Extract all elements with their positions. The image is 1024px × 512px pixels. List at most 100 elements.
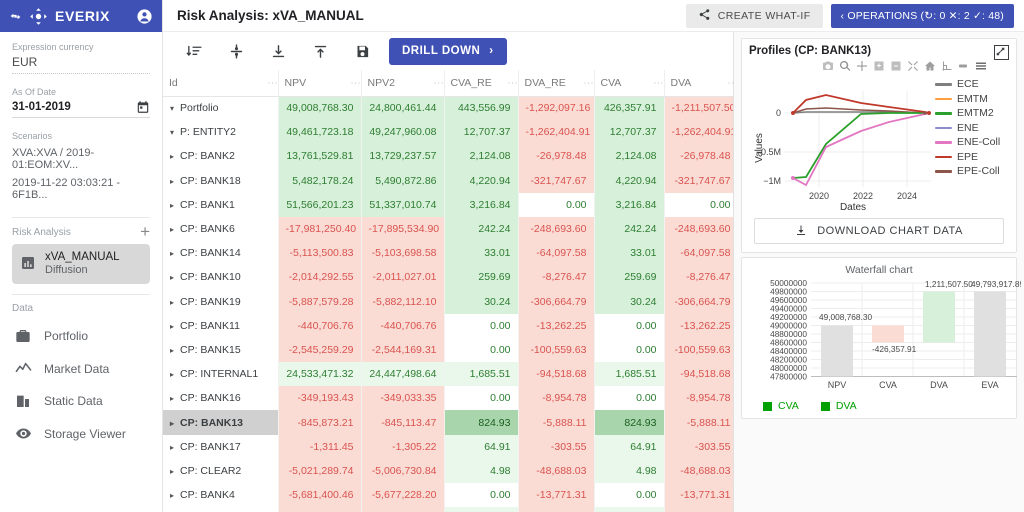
table-cell[interactable]: 49,247,960.08	[361, 120, 445, 145]
table-cell[interactable]: -5,882,112.10	[361, 289, 445, 314]
table-cell[interactable]: 33.01	[594, 241, 665, 266]
column-header-cva_re[interactable]: CVA_RE ⋮	[444, 70, 519, 97]
table-cell[interactable]: 0.00	[444, 386, 519, 411]
table-cell[interactable]: 0.00	[664, 192, 733, 217]
table-cell[interactable]: 49,461,723.18	[278, 120, 362, 145]
caret-right-icon[interactable]: ▸	[170, 370, 175, 380]
row-id-cell[interactable]: ▾ P: ENTITY2	[163, 120, 279, 145]
caret-right-icon[interactable]: ▸	[170, 394, 175, 404]
column-menu-icon[interactable]: ⋮	[266, 77, 278, 88]
table-cell[interactable]: 1,685.51	[444, 362, 519, 387]
caret-right-icon[interactable]: ▸	[170, 249, 175, 259]
table-cell[interactable]: -303.55	[664, 434, 733, 459]
collapse-up-icon[interactable]	[299, 36, 341, 66]
table-cell[interactable]: 430,849.62	[444, 507, 519, 512]
column-header-cva[interactable]: CVA ⋮	[594, 70, 665, 97]
sidebar-item-storage-viewer[interactable]: Storage Viewer	[12, 417, 150, 450]
table-cell[interactable]: -5,103,698.58	[361, 241, 445, 266]
table-cell[interactable]: 33.01	[444, 241, 519, 266]
table-cell[interactable]: 0.00	[518, 192, 595, 217]
table-cell[interactable]: -5,021,289.74	[278, 458, 362, 483]
sidebar-item-market-data[interactable]: Market Data	[12, 352, 150, 385]
table-row[interactable]: ▸ CP: BANK11 -440,706.76 -440,706.76 0.00 -13…	[163, 313, 733, 338]
row-id-cell[interactable]: ▸ CP: BANK4	[163, 483, 279, 508]
caret-down-icon[interactable]: ▾	[170, 128, 175, 138]
table-cell[interactable]: 426,357.91	[594, 96, 665, 121]
caret-right-icon[interactable]: ▸	[170, 225, 175, 235]
table-cell[interactable]: 51,337,010.74	[361, 192, 445, 217]
column-header-dva_re[interactable]: DVA_RE ⋮	[518, 70, 595, 97]
row-id-cell[interactable]: ▸ CP: BANK11	[163, 313, 279, 338]
table-cell[interactable]: -5,677,228.20	[361, 483, 445, 508]
caret-right-icon[interactable]: ▸	[170, 200, 175, 210]
table-cell[interactable]: 12,707.37	[444, 120, 519, 145]
table-cell[interactable]: 13,761,529.81	[278, 144, 362, 169]
table-cell[interactable]: -2,011,027.01	[361, 265, 445, 290]
table-cell[interactable]: -321,747.67	[664, 168, 733, 193]
table-row[interactable]: ▸ CP: BANK4 -5,681,400.46 -5,677,228.20 0.00…	[163, 483, 733, 508]
row-id-cell[interactable]: ▸ CP: INTERNAL1	[163, 362, 279, 387]
expand-icon[interactable]	[994, 45, 1009, 60]
table-cell[interactable]: -845,873.21	[278, 410, 362, 435]
table-cell[interactable]: 0.00	[594, 337, 665, 363]
table-cell[interactable]: -64,097.58	[518, 241, 595, 266]
chart-modebar[interactable]	[749, 57, 1009, 73]
table-cell[interactable]: -2,544,169.31	[361, 337, 445, 363]
table-cell[interactable]: 24,447,498.64	[361, 362, 445, 387]
scenario-line-1[interactable]: XVA:XVA / 2019-01:EOM:XV...	[12, 147, 95, 171]
table-cell[interactable]: -349,193.43	[278, 386, 362, 411]
as-of-date-field[interactable]: As Of Date 31-01-2019	[12, 87, 150, 118]
table-cell[interactable]: 259.69	[444, 265, 519, 290]
caret-right-icon[interactable]: ▸	[170, 491, 175, 501]
table-cell[interactable]: 4.98	[444, 458, 519, 483]
table-cell[interactable]: -303.55	[518, 434, 595, 459]
table-cell[interactable]: -306,664.79	[664, 289, 733, 314]
table-row[interactable]: ▸ CP: BANK1 51,566,201.23 51,337,010.74 3,21…	[163, 192, 733, 217]
table-cell[interactable]: 51,566,201.23	[278, 192, 362, 217]
table-row[interactable]: ▾ Portfolio 49,008,768.30 24,800,461.44 443,…	[163, 96, 733, 121]
table-cell[interactable]: 4,220.94	[444, 168, 519, 193]
table-cell[interactable]: 12,707.37	[594, 120, 665, 145]
table-cell[interactable]: -94,518.68	[518, 362, 595, 387]
table-cell[interactable]: -100,559.63	[518, 337, 595, 363]
table-cell[interactable]: -5,681,400.46	[278, 483, 362, 508]
table-cell[interactable]: -440,706.76	[361, 313, 445, 338]
row-id-cell[interactable]: ▸ CP: BANK17	[163, 434, 279, 459]
column-menu-icon[interactable]: ⋮	[582, 77, 594, 88]
collapse-down-icon[interactable]	[257, 36, 299, 66]
table-cell[interactable]: -43,986.59	[664, 507, 733, 512]
sidebar-item-xva-manual[interactable]: xVA_MANUAL Diffusion	[12, 244, 150, 285]
download-chart-data-button[interactable]: DOWNLOAD CHART DATA	[754, 218, 1004, 244]
profiles-line-chart[interactable]: 0 −0.5M −1M 2020 2022 2024 Dates Values	[749, 73, 1009, 211]
table-cell[interactable]: 64.91	[444, 434, 519, 459]
plus-icon[interactable]: +	[140, 222, 150, 241]
sort-list-icon[interactable]	[173, 36, 215, 66]
table-cell[interactable]: 64.91	[594, 434, 665, 459]
column-menu-icon[interactable]: ⋮	[432, 77, 444, 88]
table-cell[interactable]: -5,006,730.84	[361, 458, 445, 483]
table-cell[interactable]: -1,292,097.16	[518, 96, 595, 121]
table-cell[interactable]: -48,688.03	[518, 458, 595, 483]
table-cell[interactable]: -100,559.63	[664, 337, 733, 363]
table-row[interactable]: ▸ CP: BANK16 -349,193.43 -349,033.35 0.00 -8,…	[163, 386, 733, 411]
table-cell[interactable]: -17,981,250.40	[278, 216, 362, 242]
table-cell[interactable]: -1,211,507.50	[664, 96, 733, 121]
table-cell[interactable]: 0.00	[594, 313, 665, 338]
table-cell[interactable]: -26,978.48	[518, 144, 595, 169]
column-header-id[interactable]: Id ⋮	[163, 70, 279, 97]
table-cell[interactable]: -248,693.60	[518, 216, 595, 242]
column-header-npv2[interactable]: NPV2 ⋮	[361, 70, 445, 97]
table-row[interactable]: ▸ CP: BANK10 -2,014,292.55 -2,011,027.01 259…	[163, 265, 733, 290]
legend-item-dva[interactable]: DVA	[820, 400, 857, 412]
caret-down-icon[interactable]: ▾	[170, 104, 175, 114]
data-grid[interactable]: Id ⋮ NPV ⋮ NPV2 ⋮ CVA_RE ⋮ DVA_RE ⋮ CVA ⋮ DVA ⋮ ▾ Port…	[163, 70, 733, 512]
table-cell[interactable]: -5,888.11	[518, 410, 595, 435]
table-cell[interactable]: 49,008,768.30	[278, 96, 362, 121]
row-id-cell[interactable]: ▸ CP: BANK2	[163, 144, 279, 169]
table-cell[interactable]: -13,262.25	[518, 313, 595, 338]
table-cell[interactable]: -8,954.78	[664, 386, 733, 411]
table-cell[interactable]: 1,685.51	[594, 362, 665, 387]
table-cell[interactable]: -13,262.25	[664, 313, 733, 338]
table-row[interactable]: ▾ P: ENTITY2 49,461,723.18 49,247,960.08 12,…	[163, 120, 733, 145]
column-menu-icon[interactable]: ⋮	[652, 77, 664, 88]
